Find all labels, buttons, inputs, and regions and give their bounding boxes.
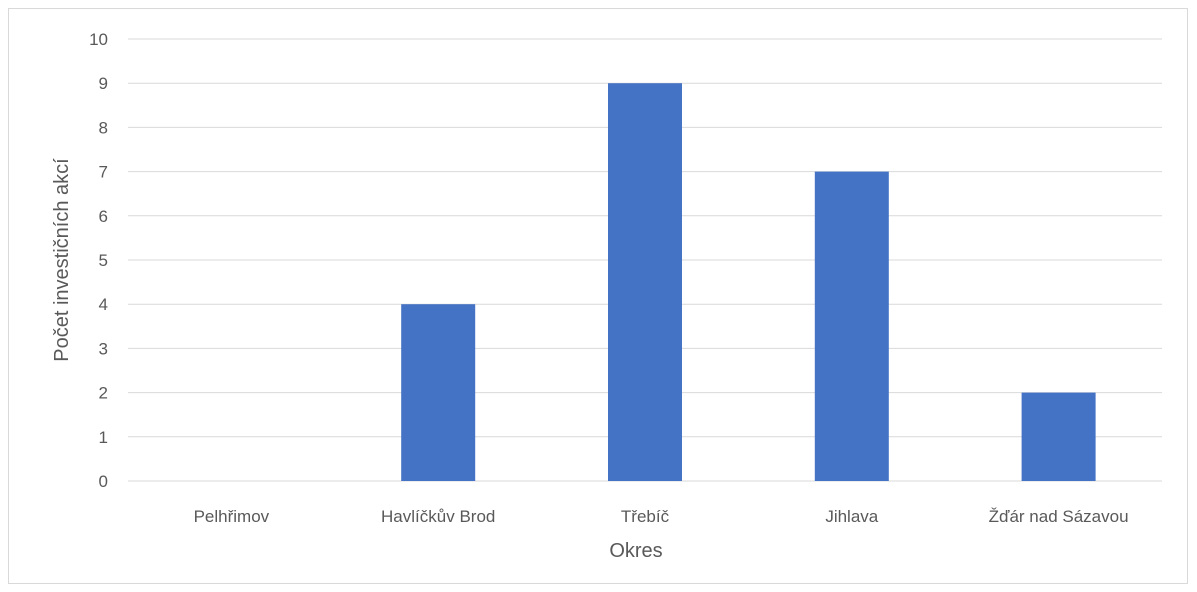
x-tick-label: Pelhřimov [194,507,270,526]
y-axis-title: Počet investičních akcí [51,158,73,362]
y-tick-label: 9 [99,74,108,93]
bar-3 [814,171,889,481]
y-tick-label: 6 [99,207,108,226]
chart-frame [8,8,1188,584]
y-tick-label: 4 [99,295,108,314]
x-tick-label: Havlíčkův Brod [381,507,495,526]
y-tick-label: 5 [99,251,108,270]
x-axis-title: Okres [609,540,662,562]
y-tick-label: 7 [99,163,108,182]
bar-4 [1021,392,1096,481]
y-tick-label: 3 [99,339,108,358]
x-tick-labels: Pelhřimov Havlíčkův Brod Třebíč Jihlava Žďár… [194,507,1129,526]
y-tick-label: 10 [89,30,108,49]
y-tick-labels: 0 1 2 3 4 5 6 7 8 9 10 [89,30,108,491]
bars [401,83,1096,481]
x-tick-label: Třebíč [621,507,670,526]
bar-2 [608,83,682,481]
x-tick-label: Jihlava [825,507,878,526]
x-tick-label: Žďár nad Sázavou [989,507,1129,526]
y-tick-label: 2 [99,384,108,403]
y-tick-label: 1 [99,428,108,447]
y-tick-label: 0 [99,472,108,491]
y-tick-label: 8 [99,118,108,137]
bar-1 [401,304,476,481]
